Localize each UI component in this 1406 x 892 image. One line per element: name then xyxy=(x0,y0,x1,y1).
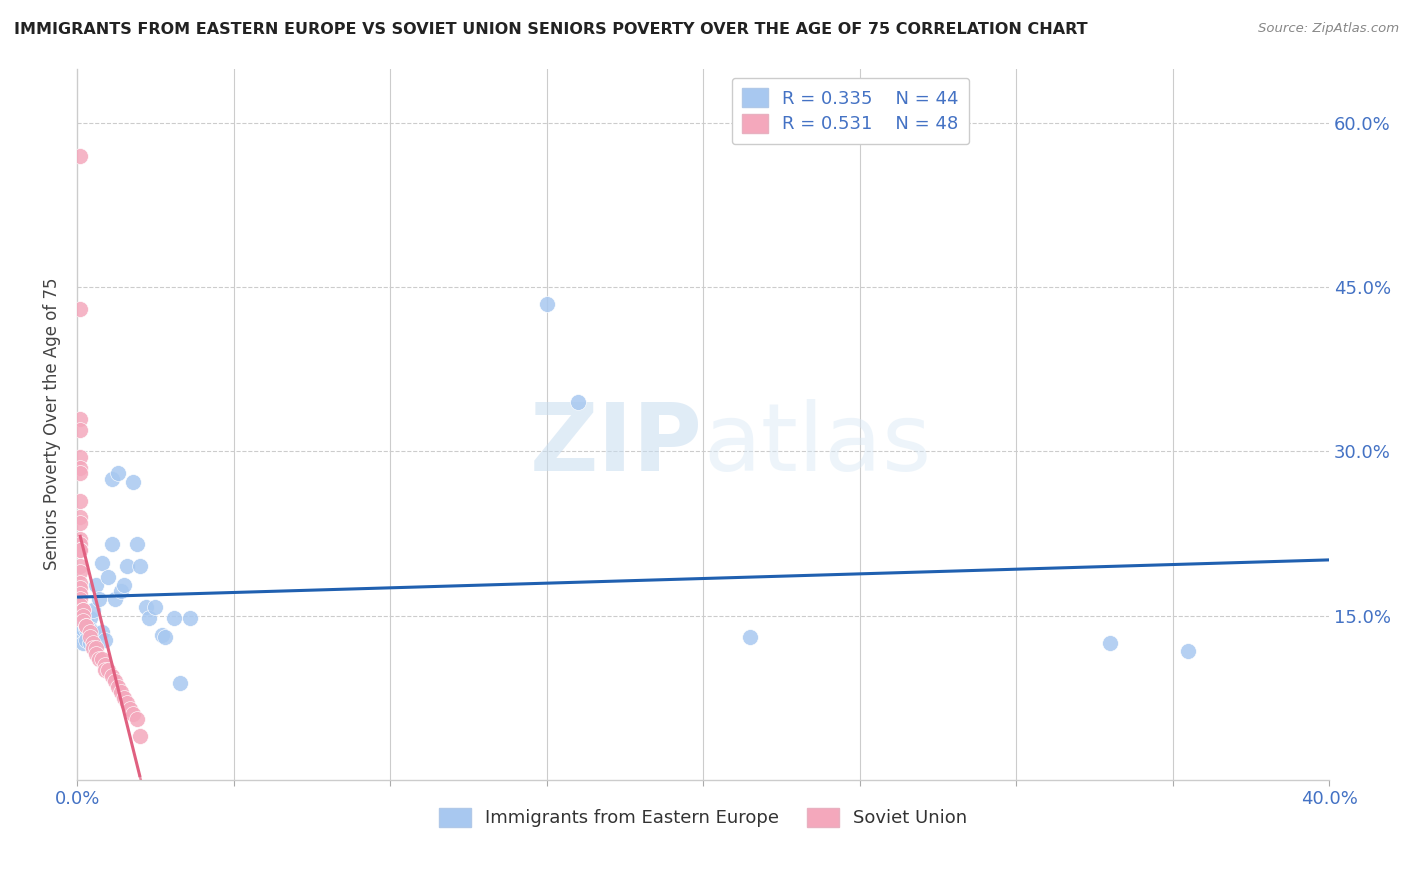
Point xyxy=(150,628,173,642)
Point xyxy=(94,663,117,677)
Point xyxy=(100,668,122,682)
Point xyxy=(72,608,94,623)
Point xyxy=(128,729,150,743)
Point xyxy=(91,624,114,639)
Point xyxy=(72,603,94,617)
Point xyxy=(84,578,107,592)
Point xyxy=(76,622,98,636)
Point xyxy=(79,636,101,650)
Point xyxy=(112,690,135,705)
Point xyxy=(104,592,127,607)
Point xyxy=(72,622,94,636)
Point xyxy=(97,663,120,677)
Point xyxy=(94,657,117,672)
Point xyxy=(84,647,107,661)
Point xyxy=(122,475,145,489)
Point xyxy=(79,624,101,639)
Point xyxy=(87,652,110,666)
Point xyxy=(169,676,191,690)
Point xyxy=(69,423,91,437)
Point xyxy=(76,619,98,633)
Point xyxy=(84,641,107,656)
Point xyxy=(69,542,91,557)
Point xyxy=(110,584,132,599)
Point xyxy=(82,603,104,617)
Point xyxy=(69,516,91,530)
Point xyxy=(179,610,201,624)
Point xyxy=(69,619,91,633)
Point xyxy=(69,542,91,557)
Point xyxy=(100,472,122,486)
Point xyxy=(76,619,98,633)
Point xyxy=(567,395,589,409)
Point xyxy=(110,685,132,699)
Point xyxy=(143,599,166,614)
Point xyxy=(69,603,91,617)
Point xyxy=(738,631,761,645)
Point xyxy=(82,641,104,656)
Point xyxy=(153,631,176,645)
Text: Source: ZipAtlas.com: Source: ZipAtlas.com xyxy=(1258,22,1399,36)
Point xyxy=(135,599,157,614)
Point xyxy=(82,632,104,647)
Point xyxy=(82,636,104,650)
Point xyxy=(76,619,98,633)
Point xyxy=(100,537,122,551)
Point xyxy=(72,614,94,628)
Point xyxy=(1098,636,1121,650)
Point xyxy=(69,510,91,524)
Point xyxy=(122,706,145,721)
Point xyxy=(91,652,114,666)
Point xyxy=(69,631,91,645)
Point xyxy=(112,578,135,592)
Point xyxy=(120,701,142,715)
Point xyxy=(69,532,91,546)
Point xyxy=(69,411,91,425)
Point xyxy=(115,559,138,574)
Point xyxy=(76,632,98,647)
Point xyxy=(69,302,91,317)
Point xyxy=(72,603,94,617)
Point xyxy=(128,559,150,574)
Point xyxy=(76,614,98,628)
Point xyxy=(107,680,129,694)
Point xyxy=(104,674,127,689)
Point xyxy=(536,297,558,311)
Point xyxy=(1177,643,1199,657)
Point xyxy=(79,622,101,636)
Point xyxy=(91,556,114,570)
Point xyxy=(69,450,91,464)
Point xyxy=(69,592,91,607)
Point xyxy=(69,537,91,551)
Point xyxy=(69,493,91,508)
Point xyxy=(79,631,101,645)
Point xyxy=(125,713,148,727)
Point xyxy=(107,467,129,481)
Point xyxy=(163,610,186,624)
Point xyxy=(97,570,120,584)
Point xyxy=(69,460,91,475)
Point xyxy=(69,565,91,579)
Point xyxy=(69,581,91,595)
Point xyxy=(69,587,91,601)
Point xyxy=(94,632,117,647)
Point xyxy=(82,624,104,639)
Point xyxy=(69,598,91,612)
Text: ZIP: ZIP xyxy=(530,400,703,491)
Point xyxy=(69,467,91,481)
Text: IMMIGRANTS FROM EASTERN EUROPE VS SOVIET UNION SENIORS POVERTY OVER THE AGE OF 7: IMMIGRANTS FROM EASTERN EUROPE VS SOVIET… xyxy=(14,22,1088,37)
Point xyxy=(125,537,148,551)
Point xyxy=(69,149,91,163)
Point xyxy=(72,636,94,650)
Point xyxy=(79,610,101,624)
Text: atlas: atlas xyxy=(703,400,931,491)
Point xyxy=(138,610,160,624)
Point xyxy=(87,592,110,607)
Point xyxy=(69,559,91,574)
Point xyxy=(115,696,138,710)
Legend: Immigrants from Eastern Europe, Soviet Union: Immigrants from Eastern Europe, Soviet U… xyxy=(432,801,974,835)
Y-axis label: Seniors Poverty Over the Age of 75: Seniors Poverty Over the Age of 75 xyxy=(44,277,60,570)
Point xyxy=(69,575,91,590)
